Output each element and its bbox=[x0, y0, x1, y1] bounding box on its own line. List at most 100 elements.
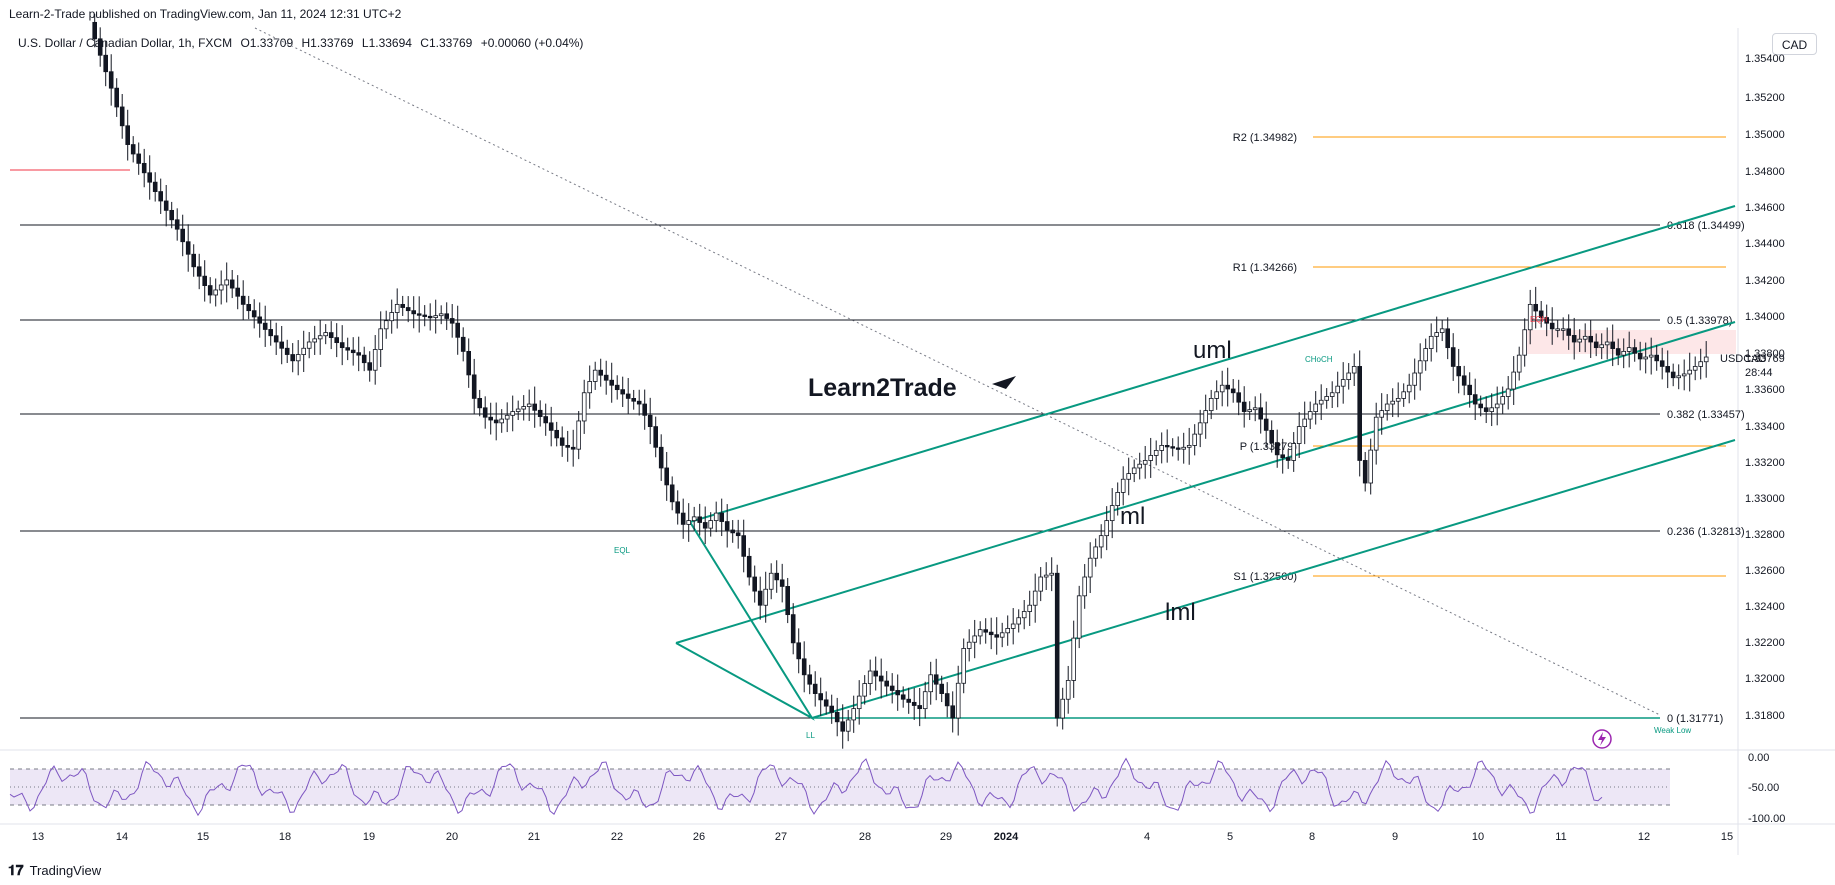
candle-body bbox=[268, 329, 273, 337]
candle-body bbox=[878, 675, 884, 682]
fib-level-label: 0.236 (1.32813) bbox=[1667, 526, 1745, 538]
candle-body bbox=[229, 279, 235, 289]
candle-body bbox=[746, 555, 752, 578]
ohlc-change: +0.00060 (+0.04%) bbox=[480, 36, 584, 50]
candle-body bbox=[1164, 445, 1170, 448]
candle-body bbox=[152, 181, 158, 192]
channel-lower-line bbox=[811, 439, 1736, 719]
footer-brand: TradingView bbox=[29, 862, 102, 878]
candle-body bbox=[1258, 407, 1264, 420]
candle-body bbox=[1571, 335, 1577, 343]
candle-body bbox=[1505, 388, 1511, 397]
dotted-trendline bbox=[254, 27, 1661, 716]
candle-body bbox=[1307, 411, 1313, 420]
symbol-legend[interactable]: U.S. Dollar / Canadian Dollar, 1h, FXCM … bbox=[18, 36, 589, 50]
x-tick-label: 26 bbox=[693, 831, 705, 843]
fib-level-label: 0.5 (1.33978) bbox=[1667, 315, 1732, 327]
candle-body bbox=[114, 87, 120, 108]
symbol-title[interactable]: U.S. Dollar / Canadian Dollar, 1h, FXCM bbox=[18, 36, 233, 50]
channel-median-line bbox=[675, 321, 1736, 644]
footer: 𝟏𝟕 TradingView bbox=[8, 860, 101, 880]
pivot-level-label: R1 (1.34266) bbox=[1233, 262, 1297, 274]
fib-level-label: 0.618 (1.34499) bbox=[1667, 220, 1745, 232]
candle-body bbox=[873, 670, 878, 677]
candle-body bbox=[917, 705, 922, 710]
candle-body bbox=[779, 579, 785, 587]
price-chart[interactable]: 1.35400 1.35200 1.35000 1.34800 1.34600 1.344… bbox=[0, 0, 1835, 860]
candle-body bbox=[587, 381, 592, 394]
candle-body bbox=[372, 349, 378, 371]
y-tick-label: 1.33200 bbox=[1745, 457, 1785, 469]
candle-body bbox=[834, 711, 840, 723]
candle-body bbox=[966, 641, 972, 649]
channel-upper-line bbox=[689, 205, 1736, 523]
candle-body bbox=[1406, 384, 1412, 393]
candle-body bbox=[675, 501, 680, 514]
candle-body bbox=[840, 721, 845, 732]
candle-body bbox=[719, 512, 724, 522]
candle-body bbox=[1098, 535, 1104, 548]
candle-body bbox=[603, 374, 609, 381]
candle-body bbox=[1203, 410, 1209, 424]
watermark-arrow-icon bbox=[992, 376, 1016, 389]
candle-body bbox=[988, 631, 994, 636]
candle-body bbox=[735, 532, 741, 537]
x-tick-label: 4 bbox=[1144, 831, 1150, 843]
candle-body bbox=[1236, 392, 1242, 403]
candle-body bbox=[1082, 576, 1088, 597]
candle-body bbox=[1698, 361, 1704, 367]
candle-body bbox=[818, 693, 823, 701]
annotation-label: EQL bbox=[614, 546, 631, 555]
candle-body bbox=[1230, 388, 1236, 394]
annotation-label: CHoCH bbox=[1305, 355, 1333, 364]
y-tick-label: 1.34800 bbox=[1745, 166, 1785, 178]
candle-body bbox=[1549, 322, 1555, 330]
candle-body bbox=[691, 516, 697, 522]
candle-body bbox=[823, 699, 829, 707]
candle-body bbox=[1131, 467, 1137, 475]
candle-body bbox=[1588, 335, 1594, 343]
candle-body bbox=[1296, 426, 1302, 444]
candle-body bbox=[136, 153, 142, 164]
candle-body bbox=[862, 683, 867, 697]
candle-body bbox=[1472, 394, 1478, 405]
y-tick-label: 1.33400 bbox=[1745, 421, 1785, 433]
candle-body bbox=[1362, 460, 1368, 484]
candle-body bbox=[1500, 396, 1506, 405]
candle-body bbox=[526, 403, 532, 407]
candle-body bbox=[416, 313, 422, 316]
candle-body bbox=[345, 347, 350, 351]
candle-body bbox=[1692, 366, 1698, 371]
rsi-tick-label: -100.00 bbox=[1748, 813, 1785, 825]
candle-body bbox=[1153, 450, 1159, 456]
candle-body bbox=[1659, 360, 1665, 367]
y-tick-label: 1.32800 bbox=[1745, 529, 1785, 541]
fib-level-label: 0.382 (1.33457) bbox=[1667, 409, 1745, 421]
x-tick-label: 15 bbox=[197, 831, 209, 843]
candle-body bbox=[394, 303, 400, 313]
candle-body bbox=[350, 349, 356, 354]
candle-body bbox=[1604, 341, 1610, 346]
candle-body bbox=[1560, 328, 1566, 331]
candle-body bbox=[1467, 384, 1473, 396]
x-tick-label: 19 bbox=[363, 831, 375, 843]
candle-body bbox=[246, 303, 252, 312]
candle-body bbox=[1445, 328, 1451, 349]
candle-body bbox=[895, 690, 900, 696]
candle-body bbox=[1417, 360, 1423, 374]
candle-body bbox=[361, 354, 367, 364]
annotation-label: Weak Low bbox=[1654, 726, 1691, 735]
candle-body bbox=[499, 418, 504, 424]
candle-body bbox=[713, 512, 719, 522]
x-tick-label: 27 bbox=[775, 831, 787, 843]
candle-body bbox=[1280, 454, 1286, 459]
currency-button[interactable]: CAD bbox=[1772, 33, 1817, 55]
candle-body bbox=[570, 446, 576, 450]
candle-body bbox=[614, 384, 620, 391]
candle-body bbox=[1401, 391, 1407, 399]
candle-body bbox=[1632, 347, 1638, 354]
candle-body bbox=[1274, 442, 1280, 456]
candle-body bbox=[1489, 407, 1495, 412]
candle-body bbox=[1483, 407, 1489, 412]
candle-body bbox=[664, 467, 669, 486]
